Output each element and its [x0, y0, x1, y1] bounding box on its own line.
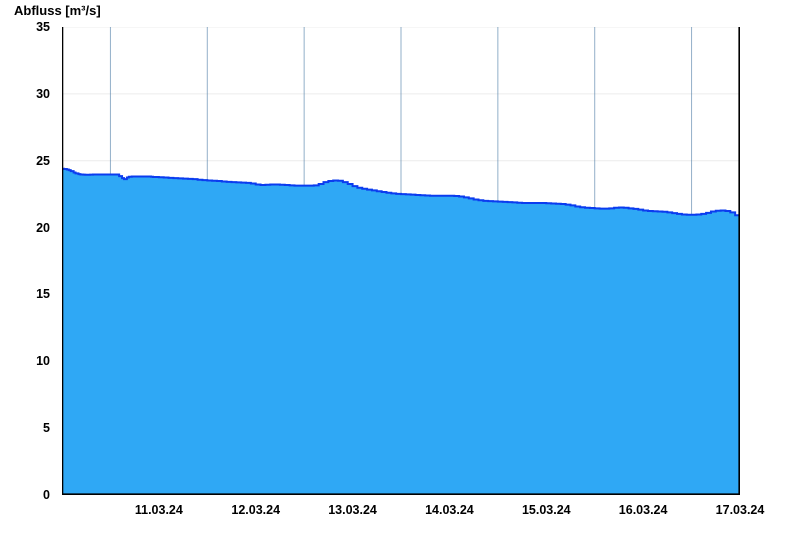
x-axis-tick-label: 17.03.24 [715, 503, 765, 517]
x-axis-tick-label: 16.03.24 [618, 503, 668, 517]
y-axis-tick-label: 35 [36, 19, 50, 34]
x-axis-tick-label: 13.03.24 [328, 503, 377, 517]
y-axis-tick-labels: 0 5 10 15 20 25 30 35 [0, 0, 50, 550]
x-axis-tick-label: 14.03.24 [425, 503, 474, 517]
y-axis-tick-label: 15 [36, 287, 50, 302]
y-axis-tick-label: 25 [36, 153, 50, 168]
x-axis-tick-label: 15.03.24 [521, 503, 571, 517]
x-axis-tick-label: 11.03.24 [134, 503, 183, 517]
y-axis-tick-label: 0 [43, 487, 50, 502]
y-axis-tick-label: 10 [36, 354, 50, 369]
discharge-area-fill [62, 168, 740, 495]
y-axis-tick-label: 5 [43, 420, 50, 435]
y-axis-title: Abfluss [m³/s] [14, 3, 101, 18]
y-axis-tick-label: 20 [36, 220, 50, 235]
discharge-line [62, 167, 740, 217]
x-axis-tick-label: 12.03.24 [231, 503, 281, 517]
chart-svg [62, 27, 740, 495]
plot-area [62, 27, 740, 495]
y-axis-tick-label: 30 [36, 86, 50, 101]
